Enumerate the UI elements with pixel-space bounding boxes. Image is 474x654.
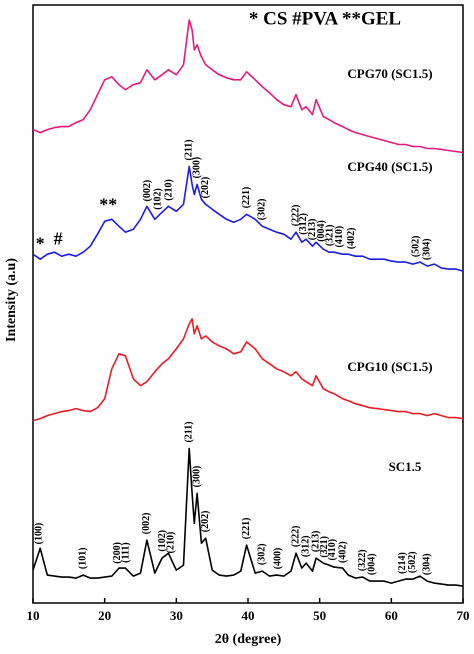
series-label: CPG40 (SC1.5) xyxy=(347,159,432,174)
peak-label: (321) xyxy=(325,225,336,247)
peak-label: (402) xyxy=(346,227,357,249)
peak-label: (221) xyxy=(241,518,252,540)
peak-label: (213) xyxy=(310,530,321,552)
peak-label: (502) xyxy=(407,551,418,573)
peak-label: (200) xyxy=(112,542,123,564)
peak-label: (100) xyxy=(34,523,45,545)
peak-label: (211) xyxy=(184,139,195,160)
peak-label: (210) xyxy=(163,179,174,201)
peak-label: (302) xyxy=(257,199,268,221)
series-label: SC1.5 xyxy=(389,459,422,474)
peak-label: (221) xyxy=(241,187,252,209)
peak-label: (502) xyxy=(411,235,422,257)
peak-label: (004) xyxy=(316,220,327,242)
x-tick-label: 60 xyxy=(385,608,398,623)
series-line xyxy=(32,165,464,272)
x-tick-label: 20 xyxy=(98,608,111,623)
phase-marker: ** xyxy=(99,194,117,214)
x-tick-label: 50 xyxy=(313,608,326,623)
peak-label: (302) xyxy=(257,543,268,565)
peak-label: (222) xyxy=(290,525,301,547)
series-label: CPG10 (SC1.5) xyxy=(347,359,432,374)
peak-label: (202) xyxy=(200,511,211,533)
peak-label: (222) xyxy=(290,205,301,227)
peak-label: (102) xyxy=(153,188,164,210)
phase-marker: # xyxy=(54,228,63,248)
peak-label: (211) xyxy=(184,421,195,442)
x-tick-label: 40 xyxy=(242,608,255,623)
x-tick-label: 10 xyxy=(27,608,40,623)
peak-label: (002) xyxy=(141,513,152,535)
x-tick-label: 70 xyxy=(457,608,470,623)
chart-title: * CS #PVA **GEL xyxy=(249,8,401,29)
phase-marker: * xyxy=(36,233,45,253)
peak-label: (111) xyxy=(120,542,131,563)
peak-label: (213) xyxy=(307,219,318,241)
x-tick-label: 30 xyxy=(170,608,183,623)
peak-label: (002) xyxy=(142,180,153,202)
peak-label: (210) xyxy=(166,532,177,554)
peak-label: (300) xyxy=(191,157,202,179)
peak-label: (300) xyxy=(191,466,202,488)
series-label: CPG70 (SC1.5) xyxy=(347,66,432,81)
series-line xyxy=(32,447,464,587)
peak-label: (402) xyxy=(338,541,349,563)
peak-label: (202) xyxy=(200,177,211,199)
peak-label: (322) xyxy=(357,549,368,571)
peak-label: (312) xyxy=(300,535,311,557)
peak-label: (004) xyxy=(366,553,377,575)
peak-label: (400) xyxy=(272,548,283,570)
peak-label: (321) xyxy=(319,536,330,558)
peak-label: (410) xyxy=(334,226,345,248)
x-axis-label: 2θ (degree) xyxy=(215,632,282,647)
peak-label: (410) xyxy=(327,539,338,561)
peak-label: (102) xyxy=(157,530,168,552)
series-line xyxy=(32,318,464,422)
peak-label: (304) xyxy=(421,238,432,260)
y-axis-label: Intensity (a.u) xyxy=(4,258,19,342)
peak-label: (101) xyxy=(77,547,88,569)
series-line xyxy=(32,19,464,154)
peak-label: (312) xyxy=(298,213,309,235)
peak-label: (214) xyxy=(397,552,408,574)
peak-label: (304) xyxy=(421,553,432,575)
